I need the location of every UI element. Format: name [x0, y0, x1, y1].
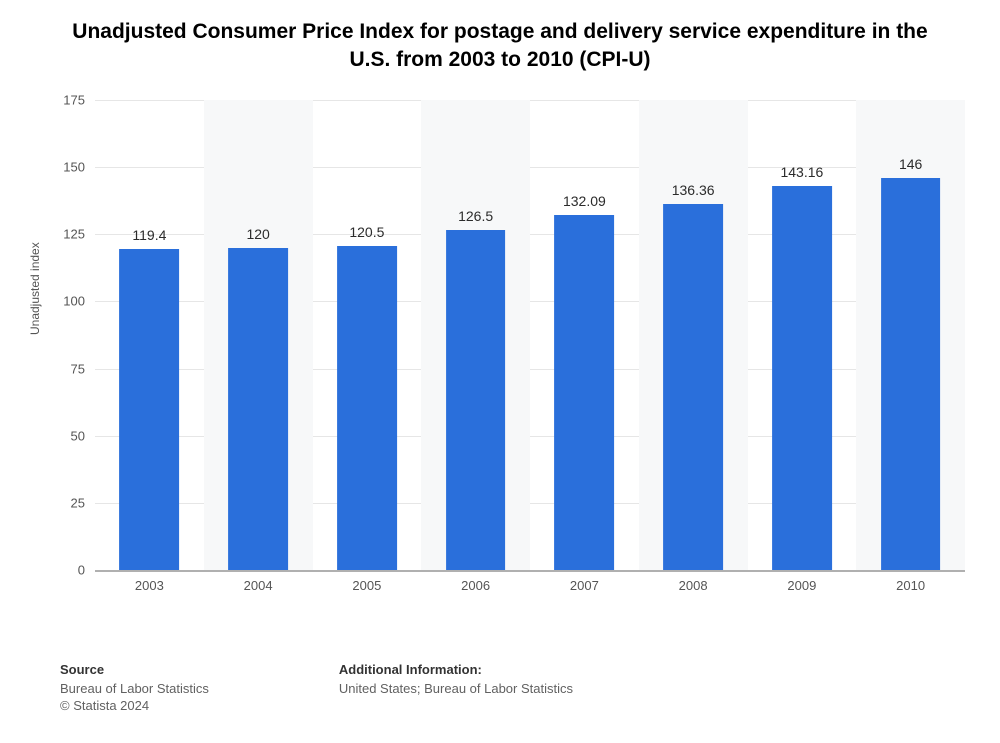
ytick-label: 125 — [45, 227, 85, 242]
bar-slot: 119.4 — [95, 100, 204, 570]
bar: 119.4 — [119, 249, 179, 570]
bar-slot: 132.09 — [530, 100, 639, 570]
bar-slot: 146 — [856, 100, 965, 570]
ytick-label: 25 — [45, 495, 85, 510]
ytick-label: 0 — [45, 563, 85, 578]
x-axis-line — [95, 570, 965, 572]
ytick-label: 75 — [45, 361, 85, 376]
bar-slot: 136.36 — [639, 100, 748, 570]
bar-slot: 120 — [204, 100, 313, 570]
bar: 120 — [228, 248, 288, 570]
bar: 136.36 — [663, 204, 723, 570]
chart-footer: Source Bureau of Labor Statistics © Stat… — [60, 662, 573, 715]
xtick-label: 2006 — [461, 578, 490, 593]
xtick-label: 2003 — [135, 578, 164, 593]
bar-slot: 126.5 — [421, 100, 530, 570]
xtick-label: 2005 — [352, 578, 381, 593]
bar-value-label: 143.16 — [780, 164, 823, 180]
info-line: United States; Bureau of Labor Statistic… — [339, 680, 573, 698]
ytick-label: 100 — [45, 294, 85, 309]
ytick-label: 150 — [45, 160, 85, 175]
ytick-label: 50 — [45, 428, 85, 443]
info-block: Additional Information: United States; B… — [339, 662, 573, 715]
bar: 132.09 — [554, 215, 614, 570]
source-block: Source Bureau of Labor Statistics © Stat… — [60, 662, 209, 715]
bar-value-label: 120.5 — [349, 224, 384, 240]
bar-slot: 120.5 — [313, 100, 422, 570]
bar-value-label: 146 — [899, 156, 922, 172]
info-header: Additional Information: — [339, 662, 573, 677]
bar: 146 — [881, 178, 941, 570]
bar: 120.5 — [337, 246, 397, 570]
xtick-label: 2010 — [896, 578, 925, 593]
bar-value-label: 126.5 — [458, 208, 493, 224]
source-line: Bureau of Labor Statistics — [60, 680, 209, 698]
bar: 143.16 — [772, 186, 832, 570]
source-line: © Statista 2024 — [60, 697, 209, 715]
xtick-label: 2007 — [570, 578, 599, 593]
bar-slot: 143.16 — [748, 100, 857, 570]
source-header: Source — [60, 662, 209, 677]
bar-value-label: 132.09 — [563, 193, 606, 209]
xtick-label: 2008 — [679, 578, 708, 593]
bar: 126.5 — [446, 230, 506, 570]
xtick-label: 2004 — [244, 578, 273, 593]
bar-value-label: 119.4 — [132, 227, 166, 243]
ytick-label: 175 — [45, 93, 85, 108]
xtick-label: 2009 — [787, 578, 816, 593]
chart-title: Unadjusted Consumer Price Index for post… — [0, 0, 1000, 75]
bar-value-label: 120 — [246, 226, 269, 242]
bar-value-label: 136.36 — [672, 182, 715, 198]
y-axis-label: Unadjusted index — [28, 242, 42, 335]
plot-region: 0255075100125150175119.420031202004120.5… — [95, 100, 965, 570]
chart-area: 0255075100125150175119.420031202004120.5… — [95, 100, 965, 600]
